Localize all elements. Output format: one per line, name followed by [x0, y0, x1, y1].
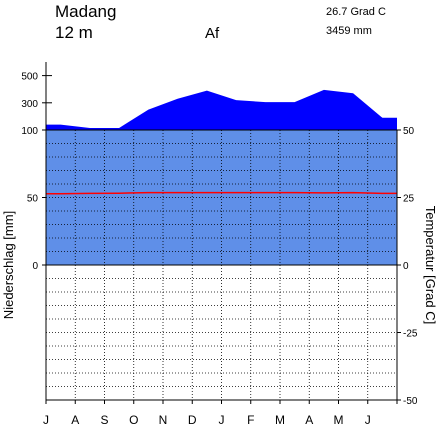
climate-class: Af: [205, 25, 220, 42]
right-tick-label: 25: [403, 194, 415, 205]
humid-period-fill: [46, 130, 397, 265]
month-label: A: [71, 413, 79, 427]
station-name: Madang: [55, 2, 116, 21]
station-elevation: 12 m: [55, 23, 93, 42]
month-label: J: [365, 413, 371, 427]
left-tick-label: 50: [27, 194, 39, 205]
left-tick-label: 300: [21, 99, 38, 110]
month-label: O: [129, 413, 138, 427]
precip-area-above-100: [46, 89, 397, 130]
right-tick-label: -50: [403, 396, 418, 407]
left-axis-label: Niederschlag [mm]: [1, 211, 16, 319]
plot-area: 0 50 100 300 500 -50 -25 0 25 50 J A S O N D J F M A M J: [21, 62, 418, 427]
month-label: S: [100, 413, 108, 427]
month-label: M: [334, 413, 344, 427]
right-tick-label: 50: [403, 126, 415, 137]
temperature-line: [46, 191, 397, 195]
month-label: A: [305, 413, 313, 427]
annual-precipitation: 3459 mm: [326, 25, 372, 37]
month-label: J: [43, 413, 49, 427]
month-label: F: [247, 413, 254, 427]
month-label: N: [159, 413, 168, 427]
left-tick-label: 500: [21, 72, 38, 83]
right-tick-label: 0: [403, 261, 409, 272]
month-label: D: [188, 413, 197, 427]
left-tick-label: 0: [32, 261, 38, 272]
right-axis-label: Temperatur [Grad C]: [423, 206, 438, 325]
right-tick-label: -25: [403, 329, 418, 340]
left-tick-label: 100: [21, 126, 38, 137]
mean-temperature: 26.7 Grad C: [326, 6, 386, 18]
month-label: J: [219, 413, 225, 427]
month-label: M: [275, 413, 285, 427]
